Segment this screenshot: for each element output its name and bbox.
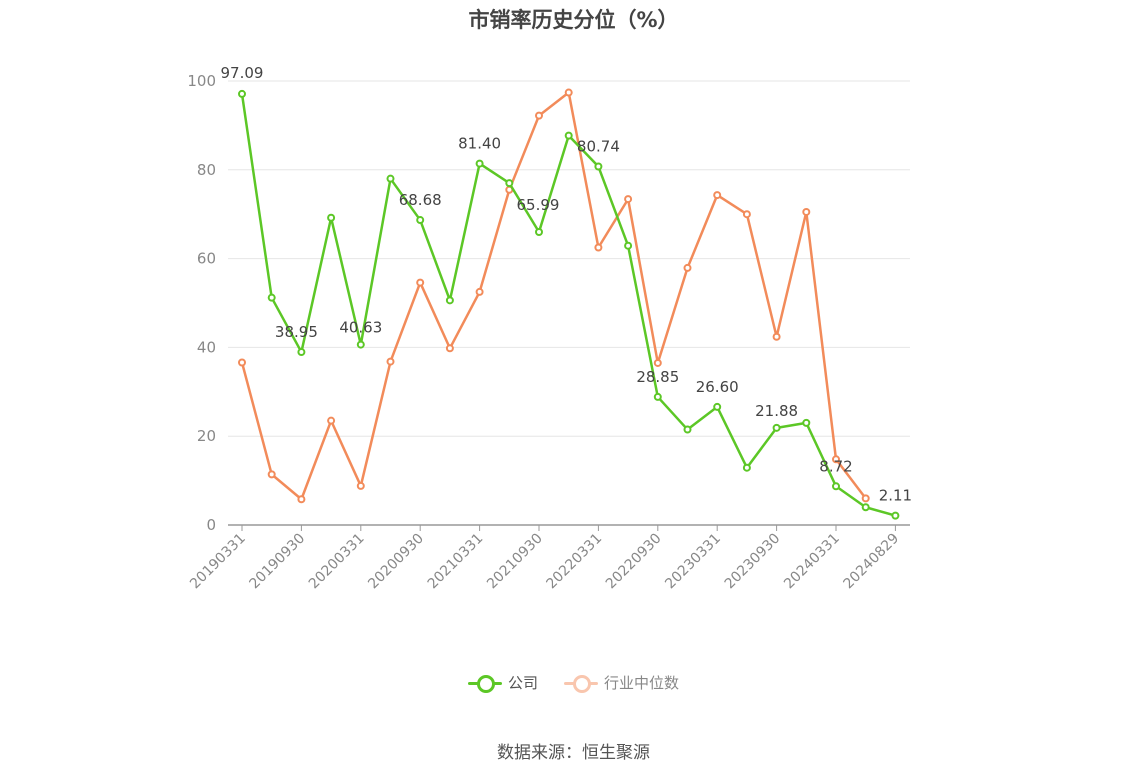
- legend-line-icon-industry-median: [564, 674, 598, 693]
- data-point-company: [505, 179, 514, 188]
- data-point-company: [267, 293, 276, 302]
- data-label: 80.74: [577, 138, 620, 156]
- data-point-industry-median: [416, 278, 425, 287]
- data-point-industry-median: [475, 287, 484, 296]
- data-point-company: [416, 216, 425, 225]
- data-point-industry-median: [802, 207, 811, 216]
- data-point-company: [327, 213, 336, 222]
- data-point-company: [683, 425, 692, 434]
- data-label: 8.72: [819, 457, 852, 475]
- x-tick-label: 20210930: [484, 531, 546, 593]
- data-point-industry-median: [594, 243, 603, 252]
- x-tick-label: 20220930: [603, 531, 665, 593]
- data-label: 81.40: [458, 135, 501, 153]
- data-point-company: [475, 159, 484, 168]
- y-tick-label: 20: [197, 427, 216, 445]
- x-tick-label: 20190930: [247, 531, 309, 593]
- y-tick-label: 0: [206, 516, 216, 534]
- y-tick-label: 60: [197, 250, 216, 268]
- data-point-industry-median: [742, 210, 751, 219]
- legend-item-company[interactable]: 公司: [467, 672, 538, 693]
- legend: 公司 行业中位数: [0, 672, 1147, 693]
- data-point-industry-median: [297, 495, 306, 504]
- data-point-industry-median: [356, 481, 365, 490]
- data-point-industry-median: [238, 358, 246, 367]
- data-point-company: [772, 423, 781, 432]
- data-point-industry-median: [267, 470, 276, 479]
- y-tick-label: 100: [187, 72, 216, 90]
- data-label: 21.88: [755, 402, 798, 420]
- x-tick-label: 20230930: [722, 531, 784, 593]
- data-point-company: [861, 503, 870, 512]
- data-point-industry-median: [327, 416, 336, 425]
- data-label: 68.68: [399, 191, 442, 209]
- series-line-industry-median: [240, 91, 867, 501]
- data-point-industry-median: [772, 332, 781, 341]
- x-tick-label: 20210331: [425, 531, 487, 593]
- data-point-company: [742, 463, 751, 472]
- data-point-company: [832, 482, 840, 491]
- data-point-company: [386, 174, 395, 183]
- data-point-industry-median: [832, 455, 840, 464]
- data-label: 65.99: [517, 196, 560, 214]
- data-point-company: [713, 402, 722, 411]
- x-tick-label: 20240331: [781, 531, 843, 593]
- x-tick-label: 20200930: [365, 531, 427, 593]
- data-point-company: [564, 131, 573, 140]
- x-tick-label: 20230331: [662, 531, 724, 593]
- x-tick-label: 20200331: [306, 531, 368, 593]
- data-label: 2.11: [879, 487, 912, 505]
- data-point-industry-median: [445, 344, 454, 353]
- y-tick-label: 40: [197, 338, 216, 356]
- data-label: 97.09: [221, 64, 264, 82]
- data-point-company: [653, 392, 662, 401]
- data-label: 26.60: [696, 378, 739, 396]
- data-point-company: [594, 162, 603, 171]
- x-tick-label: 20190331: [187, 531, 249, 593]
- data-point-industry-median: [683, 263, 692, 272]
- legend-label-company: 公司: [507, 674, 538, 692]
- data-point-industry-median: [386, 357, 395, 366]
- data-point-company: [238, 89, 246, 98]
- data-point-company: [535, 228, 543, 237]
- data-label: 38.95: [275, 323, 318, 341]
- legend-label-industry-median: 行业中位数: [604, 674, 680, 692]
- data-point-industry-median: [564, 88, 573, 97]
- data-point-company: [297, 348, 306, 357]
- data-point-industry-median: [861, 494, 870, 503]
- data-label: 40.63: [339, 319, 382, 337]
- x-tick-label: 20220331: [544, 531, 606, 593]
- data-point-industry-median: [535, 111, 543, 120]
- legend-item-industry-median[interactable]: 行业中位数: [564, 672, 679, 693]
- data-point-company: [445, 296, 454, 305]
- data-point-company: [356, 340, 365, 349]
- data-point-industry-median: [653, 358, 662, 367]
- data-point-industry-median: [624, 195, 633, 204]
- chart-title: 市销率历史分位（%）: [468, 8, 679, 32]
- data-point-industry-median: [713, 191, 722, 200]
- data-label: 28.85: [636, 368, 679, 386]
- series-line-company: [240, 93, 896, 517]
- legend-line-icon-company: [467, 674, 502, 693]
- data-point-company: [624, 241, 633, 250]
- x-tick-label: 20240829: [841, 531, 903, 593]
- y-tick-label: 80: [197, 161, 216, 179]
- data-point-company: [802, 418, 811, 427]
- data-point-company: [891, 511, 900, 520]
- source-note: 数据来源：恒生聚源: [497, 743, 650, 763]
